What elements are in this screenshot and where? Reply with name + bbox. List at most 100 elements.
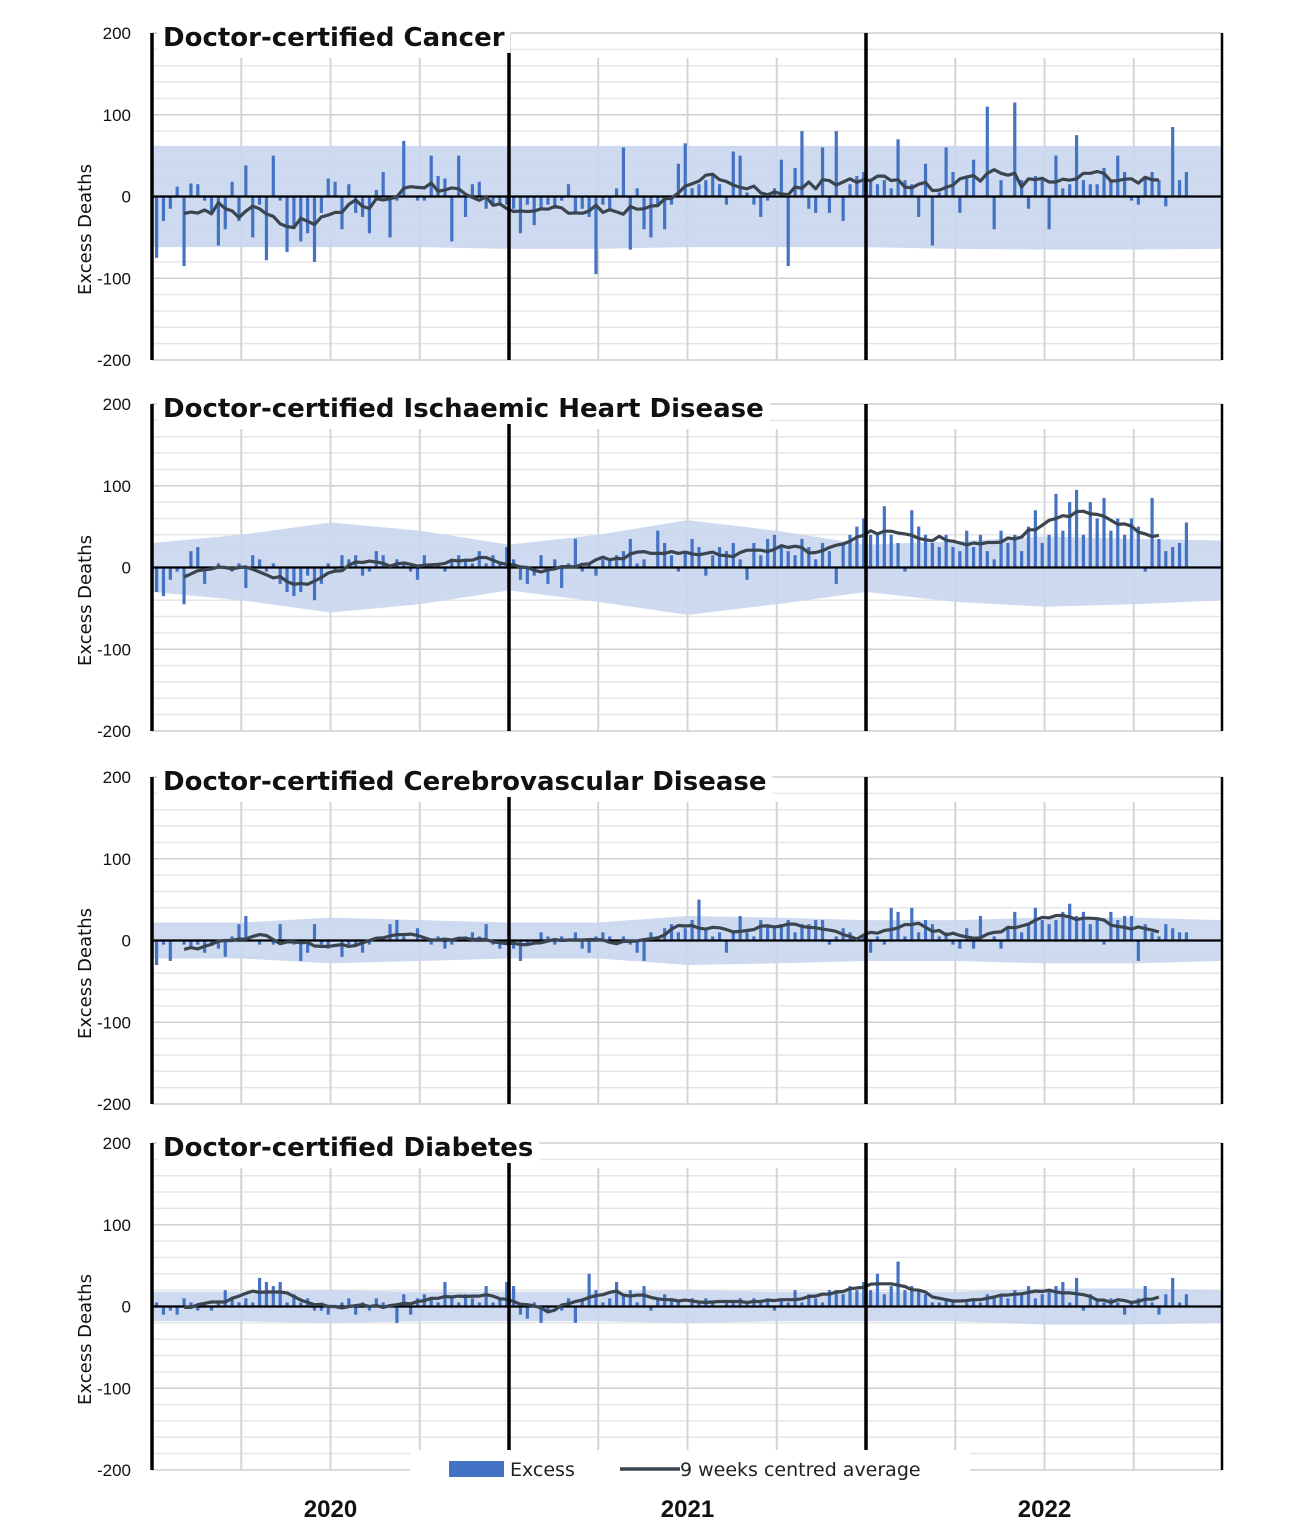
excess-bar (951, 940, 955, 945)
excess-bar (869, 180, 873, 197)
excess-bar (731, 932, 735, 941)
excess-bar (580, 567, 584, 572)
excess-bar (560, 196, 564, 201)
excess-bar (621, 936, 626, 941)
excess-bar (354, 196, 358, 213)
excess-bar (1184, 1294, 1189, 1307)
excess-bar (244, 567, 248, 588)
expected-range-band (152, 145, 1222, 250)
excess-bar (161, 196, 166, 222)
excess-bar (1047, 196, 1051, 230)
excess-bar (1074, 915, 1079, 941)
excess-bar (766, 1298, 770, 1307)
excess-bar (999, 940, 1003, 949)
excess-bar (1177, 180, 1182, 197)
excess-bar (182, 940, 186, 945)
excess-bar (697, 1302, 701, 1307)
excess-bar (182, 567, 186, 605)
excess-bar (573, 932, 577, 941)
excess-bar (587, 196, 591, 217)
excess-bar (1040, 920, 1044, 941)
excess-bar (711, 176, 715, 197)
excess-bar (992, 559, 996, 568)
excess-bar (1184, 522, 1189, 568)
y-tick-label: 0 (122, 1298, 131, 1317)
excess-bar (985, 106, 989, 197)
excess-bar (820, 1302, 825, 1307)
excess-bar (1020, 1294, 1024, 1307)
excess-bar (1136, 196, 1140, 205)
excess-bar (1129, 518, 1134, 568)
excess-bar (614, 555, 619, 568)
y-tick-label: 100 (103, 850, 131, 869)
excess-bar (168, 940, 172, 961)
excess-bar (642, 940, 646, 961)
excess-bar (724, 551, 729, 568)
excess-bar (875, 184, 880, 197)
excess-bar (800, 1302, 804, 1307)
excess-bar (669, 924, 674, 941)
excess-bar (463, 1294, 468, 1307)
excess-bar (306, 196, 310, 234)
chart-panel: 200 100 0 -100 -200 Excess Deaths Doctor-certi… (75, 765, 1224, 1114)
excess-bar (656, 1298, 660, 1307)
excess-bar (340, 940, 344, 957)
excess-bar (505, 196, 509, 205)
excess-bar (450, 196, 454, 242)
excess-bar (573, 1306, 577, 1323)
excess-bar (1047, 534, 1051, 568)
excess-bar (189, 551, 193, 568)
excess-bar (827, 551, 832, 568)
chart-panel: 200 100 0 -100 -200 Excess Deaths Doctor-certi… (75, 21, 1224, 370)
excess-bar (958, 196, 962, 213)
excess-bar (1116, 920, 1120, 941)
excess-bar (587, 1273, 591, 1307)
average-line (183, 509, 1160, 586)
excess-bar (875, 534, 880, 568)
excess-bar (1040, 542, 1044, 568)
excess-bar (155, 567, 159, 593)
excess-bar (992, 936, 996, 941)
excess-bar (573, 196, 577, 213)
excess-bar (793, 555, 797, 568)
excess-bar (374, 551, 378, 568)
excess-bar (1054, 493, 1058, 568)
y-axis-label: Excess Deaths (75, 164, 96, 295)
excess-bar (635, 1302, 639, 1307)
excess-bar (402, 140, 406, 197)
excess-bar (1102, 167, 1106, 197)
excess-bar (772, 1306, 777, 1311)
excess-bar (834, 131, 838, 197)
excess-bar (553, 940, 557, 945)
excess-bar (196, 184, 200, 197)
excess-bar (518, 940, 523, 961)
excess-bar (999, 180, 1003, 197)
excess-bar (820, 542, 825, 568)
excess-bar (299, 940, 303, 961)
excess-bar (745, 932, 749, 941)
excess-bar (443, 1281, 447, 1307)
y-tick-label: -100 (97, 1013, 131, 1032)
excess-bar (312, 924, 317, 941)
excess-bar (450, 559, 454, 568)
excess-bar (539, 555, 543, 568)
excess-bar (738, 155, 742, 197)
excess-bar (319, 1306, 323, 1311)
excess-bar (306, 567, 310, 576)
excess-bar (223, 1290, 227, 1307)
excess-bar (889, 188, 893, 197)
excess-bar (841, 1294, 845, 1307)
excess-bar (1013, 534, 1017, 568)
excess-bar (175, 1306, 179, 1315)
excess-bar (216, 196, 220, 246)
excess-bar (608, 936, 612, 941)
excess-bar (779, 159, 783, 197)
excess-bar (436, 1302, 440, 1307)
excess-bar (697, 547, 701, 568)
excess-bar (1150, 1302, 1154, 1307)
excess-bar (539, 932, 543, 941)
excess-bar (381, 171, 385, 197)
excess-bar (1040, 180, 1044, 197)
excess-bar (209, 940, 214, 945)
excess-bar (1150, 932, 1154, 941)
